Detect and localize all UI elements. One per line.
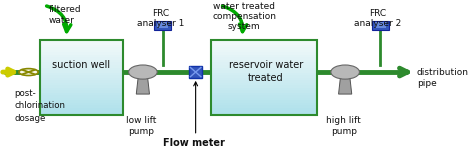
Text: low lift: low lift — [127, 116, 157, 125]
Text: post-: post- — [14, 89, 36, 98]
FancyBboxPatch shape — [372, 21, 389, 30]
Polygon shape — [39, 57, 123, 60]
Polygon shape — [39, 87, 123, 90]
Text: water treated: water treated — [213, 2, 275, 11]
Polygon shape — [39, 44, 123, 47]
Polygon shape — [211, 75, 317, 78]
Polygon shape — [39, 52, 123, 55]
Polygon shape — [211, 50, 317, 52]
Text: reservoir water: reservoir water — [229, 60, 303, 70]
Polygon shape — [39, 70, 123, 72]
Polygon shape — [211, 87, 317, 90]
FancyBboxPatch shape — [374, 22, 386, 28]
Polygon shape — [211, 107, 317, 110]
Polygon shape — [211, 95, 317, 98]
Polygon shape — [39, 107, 123, 110]
Polygon shape — [211, 44, 317, 47]
Polygon shape — [39, 47, 123, 50]
Text: distribution: distribution — [417, 68, 469, 77]
Polygon shape — [211, 42, 317, 45]
Polygon shape — [211, 112, 317, 115]
Polygon shape — [211, 97, 317, 100]
Text: water: water — [48, 16, 74, 25]
Polygon shape — [211, 72, 317, 75]
Text: compensation: compensation — [212, 12, 276, 21]
Polygon shape — [39, 92, 123, 95]
Polygon shape — [39, 65, 123, 68]
Polygon shape — [211, 55, 317, 57]
Polygon shape — [211, 105, 317, 108]
Text: pump: pump — [331, 127, 357, 136]
Polygon shape — [39, 95, 123, 98]
Text: pump: pump — [128, 127, 155, 136]
Text: dosage: dosage — [14, 114, 46, 123]
Polygon shape — [211, 52, 317, 55]
FancyBboxPatch shape — [157, 22, 168, 28]
FancyBboxPatch shape — [154, 21, 172, 30]
Polygon shape — [137, 78, 149, 94]
Polygon shape — [211, 65, 317, 68]
Polygon shape — [211, 70, 317, 72]
Polygon shape — [39, 100, 123, 103]
Polygon shape — [39, 90, 123, 93]
Polygon shape — [39, 75, 123, 78]
Polygon shape — [211, 77, 317, 80]
Text: chlorination: chlorination — [14, 101, 65, 110]
Polygon shape — [39, 77, 123, 80]
Polygon shape — [39, 60, 123, 62]
Text: FRC: FRC — [369, 9, 386, 18]
Polygon shape — [39, 72, 123, 75]
Text: suction well: suction well — [52, 60, 110, 70]
Polygon shape — [211, 40, 317, 42]
Polygon shape — [39, 80, 123, 83]
Ellipse shape — [331, 65, 359, 79]
Polygon shape — [211, 102, 317, 105]
Text: filtered: filtered — [48, 5, 81, 14]
Polygon shape — [39, 50, 123, 52]
Polygon shape — [211, 110, 317, 113]
Polygon shape — [39, 40, 123, 42]
Polygon shape — [211, 67, 317, 70]
Polygon shape — [211, 100, 317, 103]
Polygon shape — [211, 90, 317, 93]
Polygon shape — [211, 82, 317, 85]
Polygon shape — [39, 102, 123, 105]
Polygon shape — [39, 42, 123, 45]
Text: analyser 1: analyser 1 — [137, 19, 184, 28]
Polygon shape — [211, 80, 317, 83]
Circle shape — [19, 69, 38, 76]
Polygon shape — [39, 112, 123, 115]
Polygon shape — [211, 57, 317, 60]
Polygon shape — [39, 62, 123, 65]
Text: FRC: FRC — [152, 9, 169, 18]
FancyBboxPatch shape — [189, 66, 202, 78]
Text: pipe: pipe — [417, 79, 437, 88]
Ellipse shape — [128, 65, 157, 79]
Polygon shape — [39, 110, 123, 113]
Polygon shape — [39, 97, 123, 100]
Text: high lift: high lift — [327, 116, 361, 125]
Text: treated: treated — [248, 73, 284, 83]
Polygon shape — [39, 105, 123, 108]
Polygon shape — [211, 85, 317, 88]
Polygon shape — [338, 78, 352, 94]
Polygon shape — [39, 82, 123, 85]
Polygon shape — [211, 60, 317, 62]
Text: system: system — [228, 22, 260, 31]
Polygon shape — [211, 62, 317, 65]
Text: analyser 2: analyser 2 — [354, 19, 401, 28]
Polygon shape — [211, 47, 317, 50]
Polygon shape — [211, 92, 317, 95]
Text: Flow meter: Flow meter — [164, 138, 225, 148]
Polygon shape — [39, 55, 123, 57]
Polygon shape — [39, 67, 123, 70]
Polygon shape — [39, 85, 123, 88]
